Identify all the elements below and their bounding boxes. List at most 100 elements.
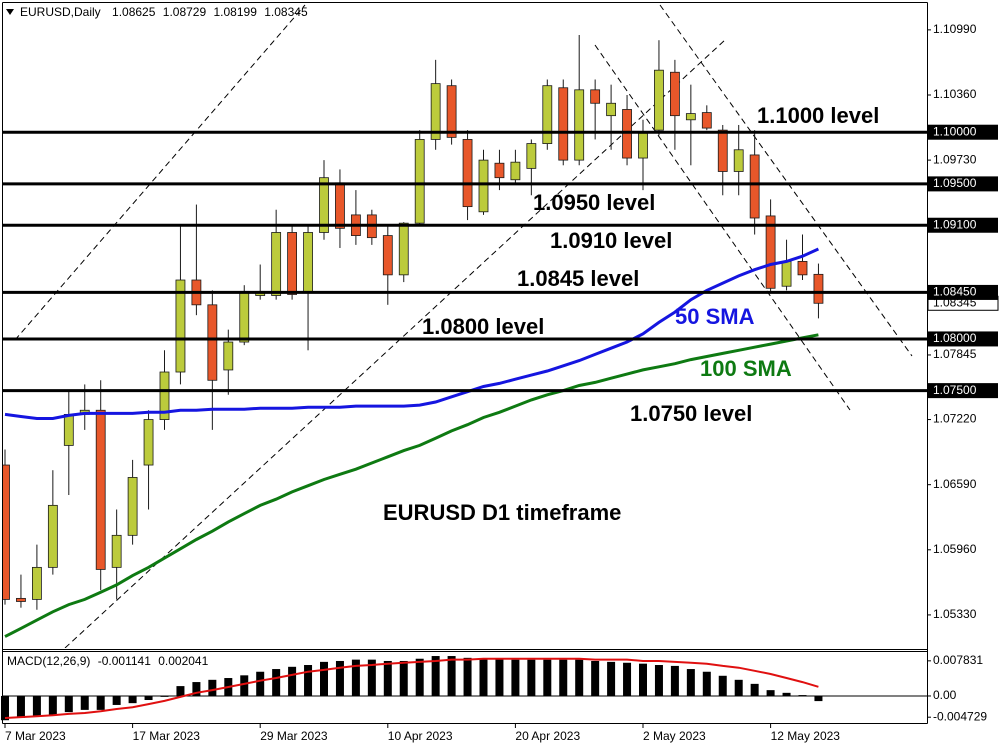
sma-line	[4, 247, 820, 420]
menu-arrow[interactable]	[6, 9, 14, 15]
candle-body	[430, 83, 441, 140]
sma-line	[4, 333, 819, 638]
header-close: 1.08345	[264, 5, 308, 19]
candle-body	[63, 413, 74, 446]
macd-header: MACD(12,26,9) -0.001141 0.002041	[7, 654, 209, 668]
level-price: 1.10000	[933, 124, 977, 138]
level-price: 1.09100	[933, 217, 977, 231]
macd-bar	[415, 658, 424, 696]
level-annotation: 1.1000 level	[757, 103, 879, 128]
candle-body	[494, 162, 505, 179]
candle-body	[574, 89, 585, 161]
candle-body	[446, 85, 457, 138]
y-tick-label: 1.10990	[933, 22, 977, 36]
header-high: 1.08729	[163, 5, 207, 19]
macd-bar	[623, 662, 632, 696]
level-annotation: 1.0910 level	[550, 228, 672, 253]
level-box	[928, 176, 998, 192]
candle-body	[239, 290, 250, 343]
macd-bar	[288, 666, 297, 696]
y-tick-label: 1.06590	[933, 477, 977, 491]
candle-body	[813, 273, 824, 304]
y-tick-label: 1.07845	[933, 347, 977, 361]
frame	[2, 2, 928, 724]
trend-line	[594, 44, 851, 411]
macd-bar	[304, 665, 313, 696]
macd-bar	[128, 695, 137, 704]
level-box	[928, 217, 998, 233]
candle-body	[32, 566, 42, 600]
macd-bar	[750, 683, 759, 696]
macd-bar	[559, 659, 568, 696]
candle-body	[670, 71, 680, 117]
macd-bar	[447, 656, 456, 696]
trend-line	[14, 4, 306, 341]
candle-body	[622, 109, 632, 159]
candle-body	[701, 112, 712, 129]
macd-bar	[431, 656, 440, 696]
level-price: 1.08000	[933, 331, 977, 345]
macd-bar	[383, 660, 392, 696]
macd-bar	[575, 659, 584, 696]
macd-bar	[527, 659, 536, 696]
macd-bar	[80, 695, 89, 710]
y-tick-label: 1.05960	[933, 542, 977, 556]
macd-bar	[479, 658, 488, 696]
macd-bar	[64, 695, 73, 713]
level-annotation: 1.0800 level	[422, 314, 544, 339]
chart-annotation: EURUSD D1 timeframe	[383, 500, 621, 525]
candle-body	[685, 113, 696, 121]
candle-body	[638, 132, 648, 159]
macd-bar	[591, 660, 600, 696]
candle-body	[654, 69, 664, 131]
y-tick-label: 1.10360	[933, 87, 977, 101]
level-price: 1.07500	[933, 383, 977, 397]
macd-bar	[144, 695, 153, 701]
candle-body	[398, 222, 409, 276]
macd-bar	[670, 665, 679, 696]
level-annotation: 1.0950 level	[533, 190, 655, 215]
y-tick-label: -0.004729	[933, 709, 987, 723]
candle-body	[223, 341, 234, 371]
macd-bar	[335, 660, 344, 696]
candle-body	[717, 129, 728, 172]
macd-bar	[160, 695, 169, 697]
macd-bar	[1, 695, 9, 721]
macd-readout: -0.001141	[98, 654, 151, 668]
macd-bar	[96, 695, 105, 710]
candle-body	[558, 87, 569, 161]
x-tick-label: 20 Apr 2023	[515, 729, 580, 743]
y-tick-label: 0.007831	[933, 653, 983, 667]
y-tick-label: 1.09730	[933, 152, 977, 166]
macd-bar	[192, 682, 201, 696]
x-tick-label: 10 Apr 2023	[388, 729, 453, 743]
header-open: 1.08625	[112, 5, 156, 19]
macd-bar	[782, 692, 791, 696]
sma-label: 50 SMA	[675, 304, 755, 329]
level-annotation: 1.0845 level	[517, 266, 639, 291]
candle-body	[414, 139, 425, 224]
macd-bar	[543, 659, 552, 696]
y-tick-label: 1.05330	[933, 607, 977, 621]
x-tick-label: 7 Mar 2023	[5, 729, 66, 743]
macd-bar	[766, 690, 775, 696]
candle-body	[95, 409, 106, 570]
macd-bar	[112, 695, 121, 705]
candle-body	[175, 279, 186, 373]
macd-bar	[702, 671, 711, 696]
candle-body	[3, 464, 10, 600]
macd-bar	[654, 665, 663, 696]
candle-body	[590, 89, 601, 104]
level-box	[928, 383, 998, 399]
macd-bar	[798, 695, 807, 696]
level-price: 1.09500	[933, 176, 977, 190]
macd-bar	[272, 669, 281, 696]
chart-header: EURUSD,Daily 1.08625 1.08729 1.08199 1.0…	[20, 5, 308, 19]
x-tick-label: 17 Mar 2023	[133, 729, 201, 743]
macd-title: MACD(12,26,9)	[7, 654, 90, 668]
candle-body	[781, 261, 792, 287]
level-annotation: 1.0750 level	[630, 401, 752, 426]
candle-body	[271, 232, 282, 296]
macd-bar	[367, 659, 376, 696]
candle-body	[143, 419, 154, 466]
